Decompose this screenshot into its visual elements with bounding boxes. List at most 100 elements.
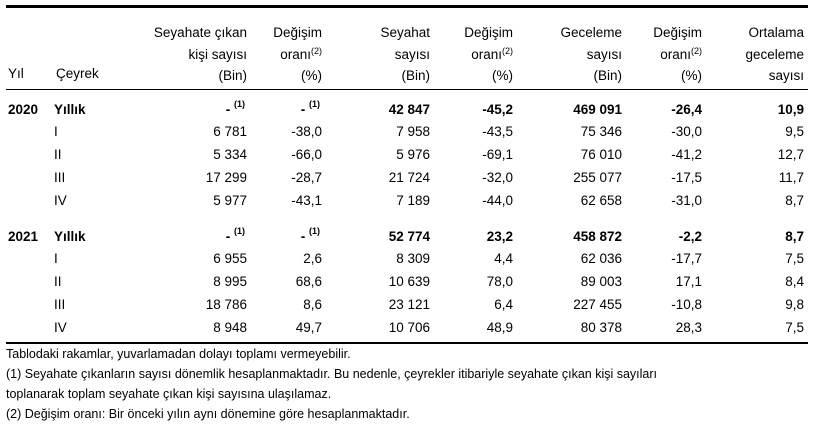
year-cell: 2021 [8, 229, 39, 244]
value-cell: 8,7 [785, 229, 804, 244]
value-cell: 6 781 [213, 124, 247, 139]
value-cell: - (1) [300, 226, 320, 244]
table-row: IV 5 977 -43,1 7 189 -44,0 62 658 -31,0 8,7 [0, 193, 815, 213]
value-cell: 10,9 [777, 102, 804, 117]
value-cell: 10 639 [388, 274, 430, 289]
value-cell: 11,7 [778, 170, 804, 185]
value-cell: 8 309 [396, 251, 430, 266]
header-c7-line: Değişim [653, 25, 702, 40]
quarter-cell: II [54, 147, 62, 162]
value-cell: -44,0 [482, 193, 513, 208]
quarter-cell: IV [54, 193, 67, 208]
value-cell: -69,1 [482, 147, 513, 162]
quarter-cell: II [54, 274, 62, 289]
value-cell: 62 036 [580, 251, 622, 266]
value-cell: 78,0 [486, 274, 513, 289]
table-row: IV 8 948 49,7 10 706 48,9 80 378 28,3 7,5 [0, 320, 815, 340]
footnote-ref-1: (1) [309, 99, 320, 109]
value-cell: -26,4 [671, 102, 702, 117]
value-cell: 23 121 [388, 297, 430, 312]
value-cell: -2,2 [678, 229, 702, 244]
value-cell: -66,0 [291, 147, 322, 162]
table-row: I 6 781 -38,0 7 958 -43,5 75 346 -30,0 9,5 [0, 124, 815, 144]
value-text: - [225, 102, 231, 117]
note-1: (1) Seyahate çıkanların sayısı dönemlik … [6, 367, 658, 381]
value-cell: 8 948 [213, 320, 247, 335]
footnote-ref-2: (2) [311, 45, 322, 56]
header-c2-line: Seyahate çıkan [153, 25, 247, 40]
value-cell: 5 977 [213, 193, 247, 208]
value-cell: 2,6 [303, 251, 322, 266]
value-cell: 5 334 [213, 147, 247, 162]
value-cell: - (1) [300, 99, 320, 117]
value-cell: 18 786 [205, 297, 247, 312]
header-c7-line: oranı(2) [653, 44, 702, 66]
table-row: 2020 Yıllık - (1) - (1) 42 847 -45,2 469 091 -2… [0, 99, 815, 122]
header-c2-line: (Bin) [218, 68, 247, 83]
value-cell: -31,0 [671, 193, 702, 208]
value-cell: 49,7 [295, 320, 322, 335]
value-cell: 62 658 [580, 193, 622, 208]
header-c3-line: (%) [301, 68, 322, 83]
value-cell: - (1) [226, 226, 245, 244]
value-text: - [300, 229, 306, 244]
value-cell: -30,0 [671, 124, 702, 139]
header-c4-line: Seyahat [380, 25, 430, 40]
quarter-cell: III [54, 297, 66, 312]
value-cell: 75 346 [580, 124, 622, 139]
table-row: III 18 786 8,6 23 121 6,4 227 455 -10,8 9,8 [0, 297, 815, 317]
header-c4-line: sayısı [394, 46, 430, 62]
value-cell: 6,4 [494, 297, 513, 312]
header-c8: Ortalama geceleme sayısı [745, 22, 804, 87]
value-text: - [300, 102, 306, 117]
value-cell: 89 003 [580, 274, 622, 289]
header-c6-line: sayısı [586, 46, 622, 62]
value-cell: 255 077 [573, 170, 622, 185]
value-cell: 469 091 [573, 102, 622, 117]
header-c4-line: (Bin) [401, 68, 430, 83]
value-cell: 7,5 [785, 251, 804, 266]
value-cell: -45,2 [482, 102, 513, 117]
header-c5-line: (%) [492, 68, 513, 83]
quarter-cell: I [54, 124, 58, 139]
header-c7: Değişim oranı(2) (%) [653, 22, 702, 87]
footnote-ref-2: (2) [502, 45, 513, 56]
value-cell: -17,7 [671, 251, 702, 266]
value-cell: 7,5 [785, 320, 804, 335]
value-cell: 7 958 [396, 124, 430, 139]
value-cell: 8 995 [213, 274, 247, 289]
value-cell: 8,4 [785, 274, 804, 289]
header-c3-line: Değişim [273, 25, 322, 40]
value-cell: -41,2 [671, 147, 702, 162]
quarter-cell: I [54, 251, 58, 266]
header-c6: Geceleme sayısı (Bin) [560, 22, 622, 87]
header-c5: Değişim oranı(2) (%) [464, 22, 513, 87]
header-c3: Değişim oranı(2) (%) [273, 22, 322, 87]
value-cell: 28,3 [675, 320, 702, 335]
value-cell: 17,1 [675, 274, 702, 289]
value-cell: -32,0 [482, 170, 513, 185]
note-rounding: Tablodaki rakamlar, yuvarlamadan dolayı … [6, 347, 351, 361]
value-cell: -43,1 [291, 193, 322, 208]
header-c5-line: Değişim [464, 25, 513, 40]
table-row: 2021 Yıllık - (1) - (1) 52 774 23,2 458 872 -2,… [0, 226, 815, 249]
year-cell: 2020 [8, 102, 39, 117]
value-cell: 68,6 [295, 274, 322, 289]
header-c7-text: oranı [660, 46, 691, 62]
table-row: III 17 299 -28,7 21 724 -32,0 255 077 -17,5 11,… [0, 170, 815, 190]
header-year: Yıl [8, 66, 24, 81]
value-cell: -43,5 [482, 124, 513, 139]
header-c3-line: oranı(2) [273, 44, 322, 66]
table-row: II 8 995 68,6 10 639 78,0 89 003 17,1 8,4 [0, 274, 815, 294]
header-c3-text: oranı [280, 46, 311, 62]
value-cell: 23,2 [486, 229, 513, 244]
top-rule [6, 5, 808, 8]
header-c2-line: kişi sayısı [188, 46, 247, 62]
value-cell: 227 455 [573, 297, 622, 312]
value-cell: 76 010 [580, 147, 622, 162]
value-cell: 6 955 [213, 251, 247, 266]
value-cell: 48,9 [486, 320, 513, 335]
value-cell: 42 847 [388, 102, 430, 117]
header-rule [6, 89, 808, 90]
quarter-cell: Yıllık [54, 229, 86, 244]
